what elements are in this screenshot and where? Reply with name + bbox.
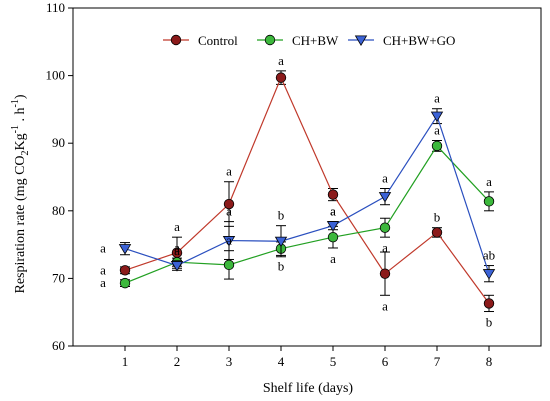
x-tick-label: 1 [122,354,129,369]
y-tick-label: 60 [52,338,65,353]
y-axis-title: Respiration rate (mg CO2Kg-1 . h-1) [10,94,31,293]
x-tick-label: 8 [486,354,493,369]
data-point [223,259,235,271]
data-point [483,298,495,309]
data-point [431,140,443,152]
data-point [222,236,236,247]
series-ch-bw [119,139,495,289]
significance-label: ab [483,248,495,263]
legend-label: Control [198,33,238,48]
significance-label: a [100,262,106,277]
data-point [430,111,444,123]
series-ch-bw-go [118,108,496,283]
significance-label: b [434,210,441,225]
data-point [264,34,276,46]
data-point [170,261,184,272]
y-axis-title-main: Respiration rate (mg CO [13,155,28,293]
significance-label: a [226,233,232,248]
data-point [378,192,392,203]
significance-label: a [174,240,180,255]
y-axis-title-unit: Kg [13,133,28,150]
series-line [124,114,490,274]
x-tick-label: 7 [434,354,441,369]
y-tick-label: 70 [52,270,65,285]
x-tick-label: 5 [330,354,337,369]
y-axis-title-sup1: -1 [10,125,21,133]
data-point [354,35,368,47]
data-point [327,189,339,200]
significance-label: a [382,298,388,313]
data-point [326,221,340,232]
significance-label: a [434,91,440,106]
data-point [379,222,391,233]
y-axis-title-close: ) [13,94,28,99]
legend-label: CH+BW [292,33,339,48]
x-tick-label: 3 [226,354,233,369]
significance-label: a [330,251,336,266]
data-point [327,231,339,243]
series-control [119,70,495,313]
data-point [275,72,287,83]
significance-label: a [100,241,106,256]
x-tick-label: 6 [382,354,389,369]
significance-label: b [278,258,285,273]
significance-label: a [100,275,106,290]
significance-label: b [486,315,493,330]
data-point [483,196,495,207]
data-point [170,34,182,46]
significance-label: a [226,204,232,219]
data-point [118,244,132,255]
axes [72,7,542,347]
significance-label: a [330,204,336,219]
significance-label: a [382,170,388,185]
significance-label: a [434,122,440,137]
significance-label: a [278,53,284,68]
data-point [119,265,131,276]
y-tick-label: 110 [46,0,65,15]
x-axis-title: Shelf life (days) [263,381,354,396]
series [118,70,496,313]
data-point [274,236,288,248]
x-tick-label: 2 [174,354,181,369]
significance-label: a [486,174,492,189]
significance-label: b [278,208,285,223]
y-tick-label: 100 [46,68,66,83]
significance-label: a [226,164,232,179]
y-axis-title-mid: . h [13,108,28,126]
data-point [223,198,235,210]
legend-item: Control [163,33,238,48]
legend-label: CH+BW+GO [383,33,455,48]
data-point [482,269,496,280]
y-tick-label: 80 [52,203,65,218]
legend: Control CH+BW CH+BW+GO [163,33,455,48]
y-axis-title-sub: 2 [20,150,31,155]
data-point [119,277,131,289]
legend-item: CH+BW [257,33,339,48]
x-tick-label: 4 [278,354,285,369]
significance-label: a [174,243,180,258]
ticks: 60 70 80 90 100 110 1 2 3 4 5 6 7 8 [46,0,493,369]
significance-label: a [330,204,336,219]
data-point [379,268,391,279]
legend-item: CH+BW+GO [348,33,455,48]
y-tick-label: 90 [52,135,65,150]
plot-frame [72,7,542,347]
significance-label: a [382,240,388,255]
y-axis-title-sup2: -1 [10,99,21,107]
series-line [124,76,490,304]
series-line [124,144,490,284]
data-point [431,227,443,238]
significance-label: a [174,219,180,234]
